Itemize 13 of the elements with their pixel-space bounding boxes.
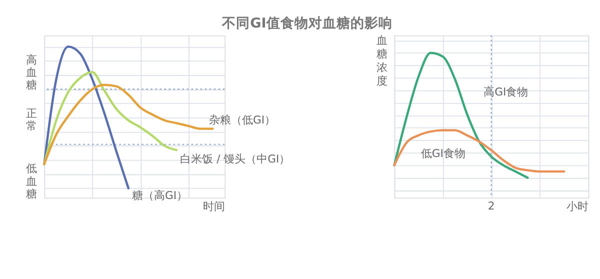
text: 高血糖: [26, 53, 38, 92]
x-axis-title: 时间: [203, 200, 226, 213]
series-label: 糖（高GI）: [132, 189, 188, 202]
text: 不同GI值食物对血糖的影响: [221, 14, 392, 32]
x-axis-title: 小时: [566, 200, 589, 213]
series-label: 白米饭 / 馒头（中GI）: [180, 152, 290, 166]
series-label: 杂粮（低GI）: [209, 113, 276, 126]
series-label: 低GI食物: [420, 147, 466, 160]
text: 2: [488, 199, 495, 212]
text: 正常: [26, 106, 38, 133]
series-label: 高GI食物: [484, 86, 528, 99]
text: 低血糖: [26, 162, 38, 200]
y-axis-title: 血糖浓度: [376, 34, 388, 88]
